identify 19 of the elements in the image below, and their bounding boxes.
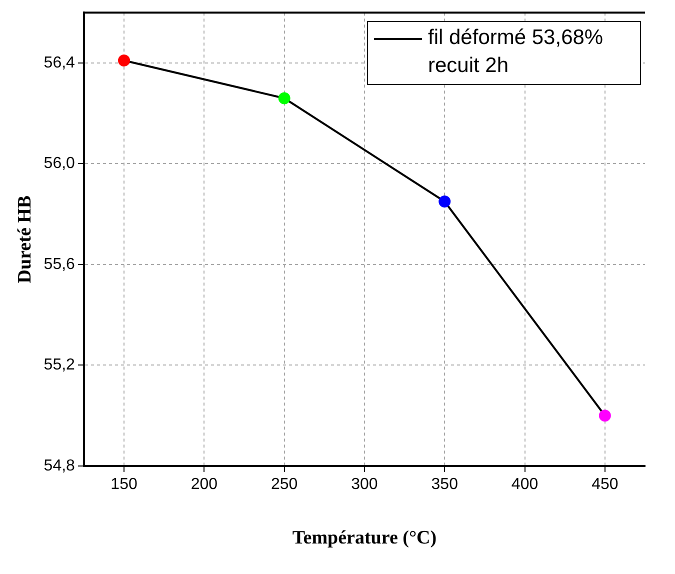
y-tick-label: 56,4 [44, 54, 76, 72]
x-axis-title: Température (°C) [292, 528, 437, 549]
x-tick-label: 200 [190, 476, 218, 494]
x-tick-label: 350 [431, 476, 458, 494]
y-axis-title: Dureté HB [14, 195, 36, 284]
x-tick-label: 400 [511, 476, 538, 494]
x-tick-label: 300 [351, 476, 378, 494]
x-tick-label: 150 [110, 476, 138, 494]
point [598, 410, 611, 422]
y-tick-label: 54,8 [44, 457, 76, 474]
point [438, 196, 451, 208]
legend-label: fil déformé 53,68% recuit 2h [428, 24, 604, 79]
y-tick-label: 55,2 [44, 356, 76, 374]
x-tick-label: 250 [270, 476, 298, 494]
point [118, 54, 130, 66]
y-tick-label: 55,6 [44, 256, 76, 273]
y-tick-label: 56,0 [44, 155, 76, 172]
x-tick-label: 450 [592, 476, 618, 494]
point [278, 92, 290, 104]
